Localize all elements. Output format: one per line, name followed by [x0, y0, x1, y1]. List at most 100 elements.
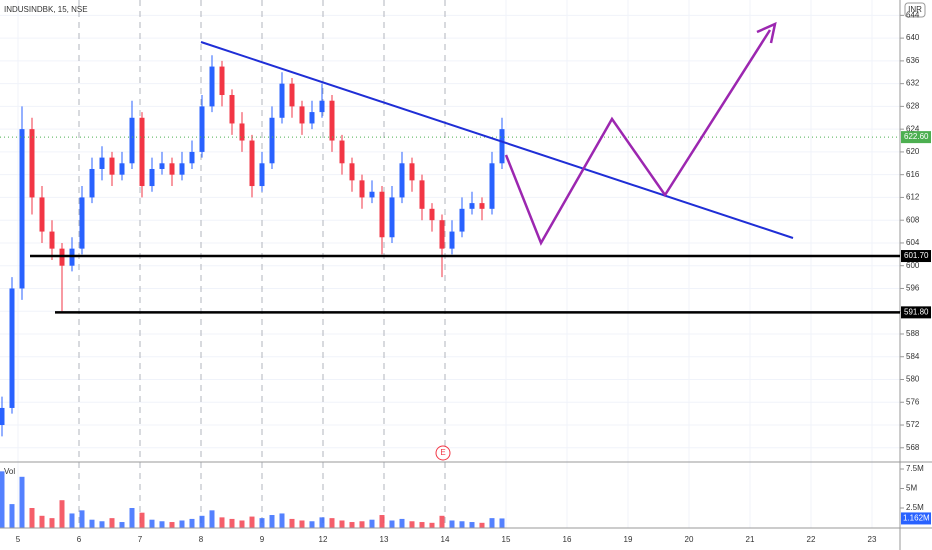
candle-body: [159, 163, 165, 169]
candle-body: [319, 100, 325, 113]
candle-body: [299, 106, 305, 124]
volume-bar: [19, 476, 25, 528]
candle-body: [0, 407, 5, 426]
last-price-box: [901, 131, 931, 144]
y-tick-label: 644: [906, 10, 920, 19]
candle-body: [49, 231, 55, 249]
volume-bar: [399, 518, 405, 528]
x-tick-label: 15: [502, 535, 511, 544]
volume-bar: [329, 518, 335, 528]
volume-bar: [279, 513, 285, 528]
candle-body: [269, 117, 275, 164]
candle-body: [259, 163, 265, 187]
currency-badge[interactable]: [904, 2, 926, 18]
volume-bar: [449, 520, 455, 528]
candle-body: [419, 180, 425, 209]
volume-bar: [319, 517, 325, 528]
volume-bar: [259, 518, 265, 528]
volume-title: Vol: [4, 467, 15, 476]
x-tick-label: 23: [868, 535, 877, 544]
y-tick-label: 576: [906, 397, 920, 406]
y-tick-label: 584: [906, 352, 920, 361]
x-tick-label: 20: [685, 535, 694, 544]
volume-bar: [179, 520, 185, 528]
candle-body: [289, 83, 295, 107]
level-label: 591.80: [904, 307, 929, 316]
y-tick-label: 616: [906, 170, 920, 179]
volume-bar: [389, 520, 395, 528]
earnings-marker: E: [440, 448, 445, 457]
volume-bar: [249, 516, 255, 528]
candle-body: [329, 100, 335, 141]
earnings-icon[interactable]: [435, 445, 451, 461]
volume-bar: [89, 519, 95, 528]
x-tick-label: 14: [441, 535, 450, 544]
candle-body: [79, 197, 85, 249]
candle-body: [179, 163, 185, 175]
volume-bar: [69, 513, 75, 528]
candle-body: [39, 197, 45, 232]
level-box: [901, 250, 931, 263]
y-tick-label: 588: [906, 329, 920, 338]
y-tick-label: 580: [906, 375, 920, 384]
volume-bar: [169, 522, 175, 528]
candle-body: [219, 66, 225, 96]
volume-bar: [149, 519, 155, 528]
volume-bar: [199, 515, 205, 528]
candle-body: [239, 123, 245, 141]
candle-body: [19, 129, 25, 289]
volume-bar: [239, 520, 245, 528]
plot: [0, 55, 900, 528]
candle-body: [479, 203, 485, 209]
candle-body: [349, 163, 355, 181]
trend-line: [200, 41, 794, 239]
candle-body: [439, 220, 445, 249]
y-tick-label: 568: [906, 443, 920, 452]
candle-body: [389, 197, 395, 238]
candle-body: [499, 129, 505, 164]
x-tick-label: 6: [77, 535, 82, 544]
volume-bar: [439, 515, 445, 528]
volume-bar: [9, 504, 15, 528]
volume-bar: [29, 508, 35, 528]
x-tick-label: 13: [380, 535, 389, 544]
candle-body: [339, 140, 345, 164]
volume-bar: [189, 518, 195, 528]
volume-tick-label: 2.5M: [906, 503, 924, 512]
candle-body: [89, 168, 95, 198]
x-tick-label: 8: [199, 535, 204, 544]
candle-body: [209, 66, 215, 107]
last-volume-label: 1.162M: [903, 514, 930, 523]
x-tick-label: 9: [260, 535, 265, 544]
candle-body: [199, 106, 205, 152]
candle-body: [279, 83, 285, 118]
chart-title: INDUSINDBK, 15, NSE: [4, 5, 88, 14]
volume-bar: [139, 512, 145, 528]
volume-bar: [219, 517, 225, 528]
volume-bar: [209, 510, 215, 528]
y-tick-label: 640: [906, 33, 920, 42]
volume-bar: [59, 500, 65, 528]
y-tick-label: 596: [906, 284, 920, 293]
last-volume-box: [901, 512, 931, 525]
last-price-label: 622.60: [904, 132, 929, 141]
volume-bar: [459, 521, 465, 528]
x-tick-label: 7: [138, 535, 143, 544]
y-tick-label: 600: [906, 261, 920, 270]
candle-body: [119, 163, 125, 175]
candle-body: [459, 208, 465, 232]
x-tick-label: 21: [746, 535, 755, 544]
level-label: 601.70: [904, 251, 929, 260]
candle-body: [29, 129, 35, 198]
volume-bar: [339, 520, 345, 528]
volume-bar: [99, 521, 105, 528]
volume-tick-label: 5M: [906, 484, 917, 493]
x-tick-label: 22: [807, 535, 816, 544]
candle-body: [189, 151, 195, 164]
candle-body: [139, 117, 145, 187]
candle-body: [379, 191, 385, 238]
volume-bar: [79, 510, 85, 528]
volume-bar: [129, 508, 135, 528]
volume-bar: [349, 522, 355, 528]
